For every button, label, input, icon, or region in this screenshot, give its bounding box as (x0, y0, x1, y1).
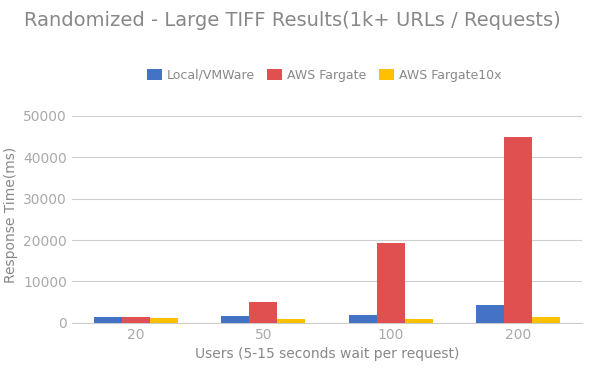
Text: Randomized - Large TIFF Results(1k+ URLs / Requests): Randomized - Large TIFF Results(1k+ URLs… (24, 11, 561, 30)
Legend: Local/VMWare, AWS Fargate, AWS Fargate10x: Local/VMWare, AWS Fargate, AWS Fargate10… (142, 64, 506, 87)
Bar (377, 243, 405, 323)
Bar (405, 319, 433, 323)
Bar (150, 318, 178, 323)
Bar (476, 305, 504, 323)
Bar (122, 317, 150, 323)
X-axis label: Users (5-15 seconds wait per request): Users (5-15 seconds wait per request) (195, 347, 459, 361)
Bar (504, 137, 532, 323)
Y-axis label: Response Time(ms): Response Time(ms) (4, 147, 18, 283)
Bar (249, 302, 277, 323)
Bar (349, 315, 377, 323)
Bar (532, 317, 560, 323)
Bar (94, 316, 122, 323)
Bar (221, 316, 249, 323)
Bar (277, 319, 305, 323)
